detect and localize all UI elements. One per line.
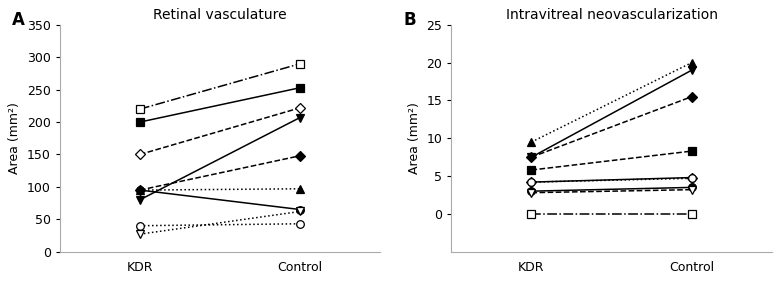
Title: Intravitreal neovascularization: Intravitreal neovascularization [505, 8, 718, 22]
Title: Retinal vasculature: Retinal vasculature [153, 8, 287, 22]
Y-axis label: Area (mm²): Area (mm²) [9, 102, 21, 174]
Text: A: A [12, 11, 25, 29]
Y-axis label: Area (mm²): Area (mm²) [408, 102, 421, 174]
Text: B: B [403, 11, 416, 29]
